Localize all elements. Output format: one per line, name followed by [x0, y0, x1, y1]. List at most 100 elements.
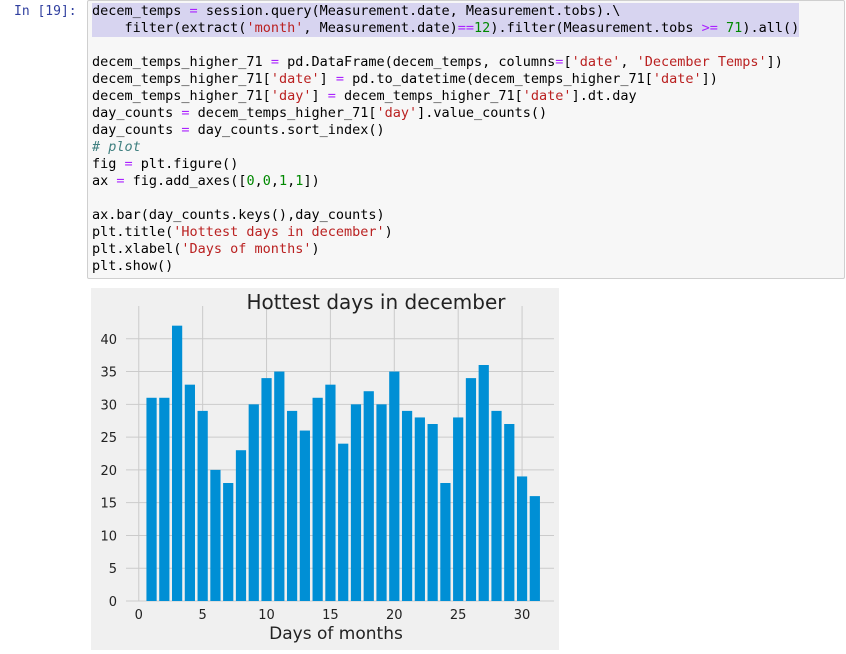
- y-tick-label: 40: [100, 333, 117, 348]
- y-tick-label: 10: [100, 529, 117, 544]
- code-token: ]: [311, 88, 328, 104]
- code-token: 'December Temps': [636, 54, 767, 70]
- y-tick-label: 15: [100, 497, 117, 512]
- code-token: ).filter(Measurement.tobs: [490, 20, 702, 36]
- code-line: decem_temps_higher_71['day'] = decem_tem…: [92, 88, 799, 105]
- bar: [171, 325, 183, 601]
- code-token: [718, 20, 726, 36]
- code-line: [92, 190, 799, 207]
- x-tick-label: 10: [258, 608, 275, 623]
- code-token: 'month': [246, 20, 304, 36]
- bar: [465, 378, 477, 601]
- code-token: 1: [295, 173, 304, 189]
- code-token: plt.xlabel(: [92, 241, 182, 257]
- bar: [286, 410, 298, 601]
- x-axis-label: Days of months: [269, 624, 403, 644]
- code-token: ]): [766, 54, 783, 70]
- code-token: 'date': [571, 54, 621, 70]
- code-token: ax: [92, 173, 117, 189]
- code-token: day_counts.sort_index(): [189, 122, 385, 138]
- code-line: decem_temps_higher_71 = pd.DataFrame(dec…: [92, 54, 799, 71]
- code-token: plt.show(): [92, 258, 174, 274]
- code-line: plt.show(): [92, 258, 799, 275]
- code-line: day_counts = day_counts.sort_index(): [92, 122, 799, 139]
- code-editor[interactable]: decem_temps = session.query(Measurement.…: [92, 3, 800, 275]
- code-token: ==: [457, 20, 475, 36]
- code-token: [: [563, 54, 572, 70]
- code-token: =: [189, 3, 198, 19]
- code-token: 71: [726, 20, 743, 36]
- code-line: ax = fig.add_axes([0,0,1,1]): [92, 173, 799, 190]
- x-tick-label: 5: [199, 608, 207, 623]
- code-token: ax.bar(day_counts.keys(),day_counts): [92, 207, 385, 223]
- code-token: 'Days of months': [181, 241, 312, 257]
- code-token: =: [181, 105, 190, 121]
- bar: [401, 410, 413, 601]
- bar: [184, 384, 195, 601]
- bar: [516, 476, 528, 601]
- y-tick-label: 25: [100, 431, 117, 446]
- code-token: pd.to_datetime(decem_temps_higher_71[: [344, 71, 653, 87]
- code-token: 0: [262, 173, 271, 189]
- code-token: ,: [620, 54, 637, 70]
- y-tick-label: 35: [100, 366, 117, 381]
- code-token: 'date': [522, 88, 572, 104]
- code-token: =: [181, 122, 190, 138]
- code-token: =: [116, 173, 125, 189]
- y-tick-labels: 0 5 10 15 20 25 30 35 40: [100, 333, 117, 610]
- code-token: 'day': [270, 88, 312, 104]
- x-tick-labels: 0 5 10 15 20 25 30: [135, 608, 531, 623]
- code-token: # plot: [92, 139, 141, 155]
- code-token: 'day': [376, 105, 418, 121]
- code-token: filter(extract(: [92, 20, 247, 36]
- cell-prompt: In [19]:: [14, 4, 77, 19]
- code-token: =: [327, 88, 336, 104]
- code-token: plt.figure(): [132, 156, 239, 172]
- bar: [235, 450, 247, 601]
- code-token: decem_temps_higher_71: [92, 54, 271, 70]
- bar: [274, 371, 285, 601]
- code-line: day_counts = decem_temps_higher_71['day'…: [92, 105, 799, 122]
- bar: [350, 404, 362, 601]
- code-token: decem_temps: [92, 3, 190, 19]
- x-tick-label: 0: [135, 608, 143, 623]
- code-token: 0: [246, 173, 255, 189]
- bar: [338, 443, 349, 601]
- code-token: 'Hottest days in december': [173, 224, 385, 240]
- code-line: decem_temps = session.query(Measurement.…: [92, 3, 800, 20]
- code-line: plt.title('Hottest days in december'): [92, 224, 799, 241]
- code-line: plt.xlabel('Days of months'): [92, 241, 799, 258]
- x-tick-label: 25: [450, 608, 467, 623]
- bar: [440, 483, 451, 601]
- code-token: ].dt.day: [571, 88, 637, 104]
- code-token: ,: [287, 173, 296, 189]
- y-tick-label: 30: [100, 398, 117, 413]
- code-token: day_counts: [92, 122, 182, 138]
- bar: [414, 417, 425, 601]
- code-token: , Measurement.date): [303, 20, 458, 36]
- code-token: ]): [701, 71, 718, 87]
- x-tick-label: 15: [322, 608, 339, 623]
- code-line: [92, 37, 799, 54]
- code-token: ]: [319, 71, 336, 87]
- code-cell[interactable]: decem_temps = session.query(Measurement.…: [87, 0, 845, 279]
- code-line: decem_temps_higher_71['date'] = pd.to_da…: [92, 71, 799, 88]
- code-token: 1: [279, 173, 288, 189]
- code-token: 'date': [270, 71, 320, 87]
- code-line: fig = plt.figure(): [92, 156, 799, 173]
- code-token: fig.add_axes([: [124, 173, 247, 189]
- code-token: =: [270, 54, 279, 70]
- bar: [325, 384, 336, 601]
- bar: [248, 404, 259, 601]
- code-line: filter(extract('month', Measurement.date…: [92, 20, 800, 37]
- bar: [261, 378, 272, 601]
- bar: [299, 430, 310, 601]
- code-token: =: [124, 156, 133, 172]
- code-token: ).all(): [742, 20, 800, 36]
- code-token: decem_temps_higher_71[: [92, 71, 271, 87]
- code-token: decem_temps_higher_71[: [92, 88, 271, 104]
- bar: [478, 365, 489, 601]
- code-token: plt.title(: [92, 224, 174, 240]
- plot-output: 0 5 10 15 20 25 30 35 40 0 5 10 15 20 25 30 Hottest da…: [91, 288, 559, 650]
- code-token: ,: [254, 173, 263, 189]
